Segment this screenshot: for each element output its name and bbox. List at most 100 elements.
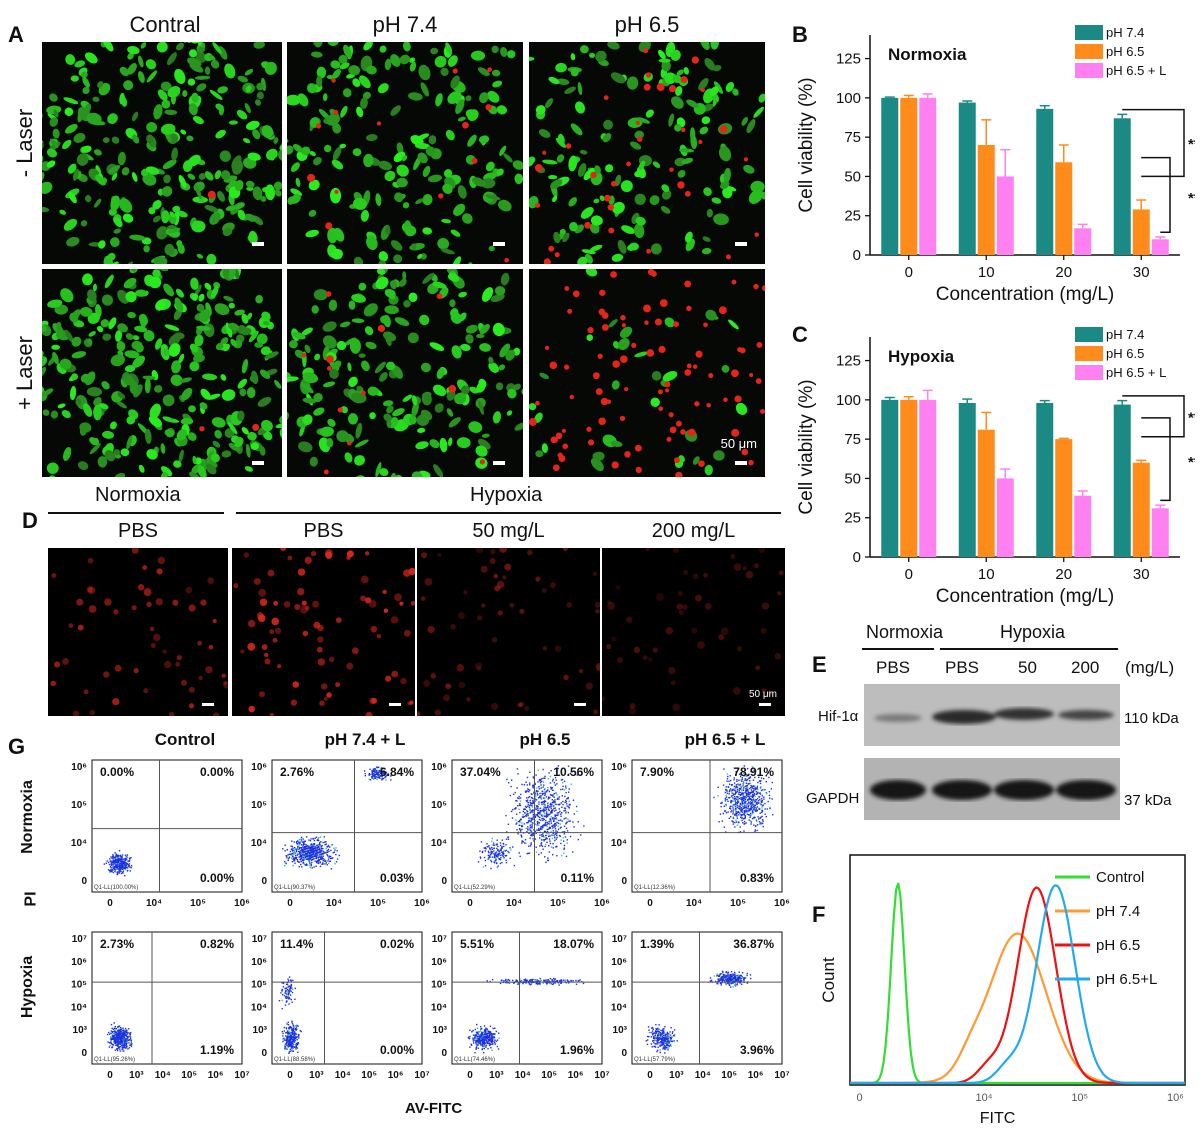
y-tick-label: 0 [81,876,87,887]
flow-plot-hypoxia-1: 2.73% 0.82% 1.19% Q1-LL(95.26%) 0 10³ 10⁴ 10⁵ 10… [71,931,250,1081]
x-tick-label: 0 [857,1092,863,1104]
y-tick-label: 0 [261,876,267,887]
cell-layer [50,548,228,716]
gapdh-band-2 [932,780,992,800]
y-tick-label: 10⁶ [71,957,87,968]
legend-swatch [1075,25,1103,40]
x-tick-label: 10⁵ [541,1070,557,1081]
bar [977,145,995,255]
flow-plot-hypoxia-2: 11.4% 0.02% 0.00% Q1-LL(88.58%) 0 10³ 10⁴ 10⁵ 10… [251,931,430,1081]
panel-e-hypoxia: Hypoxia [1000,622,1066,642]
x-axis-label: FITC [980,1110,1016,1127]
panel-d-col-3: 50 mg/L [472,520,545,542]
x-tick-label: 10⁴ [146,898,162,909]
bar [1132,462,1150,557]
y-tick-label: 10⁴ [431,1002,447,1013]
y-tick-label: 10⁷ [612,934,627,945]
bar [958,403,976,557]
chart-title: Hypoxia [888,347,955,366]
quadrant-lr: 0.11% [561,871,595,885]
x-tick-label: 10⁶ [388,1070,404,1081]
flow-plot-hypoxia-3: 5.51% 18.07% 1.96% Q1-LL(74.46%) 0 10³ 10⁴ 10⁵ 1… [431,931,610,1081]
bar [1151,508,1169,557]
y-tick-label: 10⁵ [251,800,267,811]
bar [977,429,995,557]
x-tick-label: 10⁴ [686,898,702,909]
sig-label-2: ** [1188,190,1195,207]
micrograph-ph65-no-laser [529,42,765,264]
histogram-ph74 [850,932,1185,1085]
quadrant-ur: 0.82% [200,937,234,951]
y-tick-label: 10⁴ [611,1002,627,1013]
plot-frame [91,931,243,1065]
y-tick-label: 0 [441,1048,447,1059]
chart-c-hypoxia: 0 25 50 75 100 125 0 10 20 30 Concentration (mg/L)… [796,327,1195,607]
lane-label-3: 50 [1018,658,1037,677]
x-tick-label: 10⁵ [721,1070,737,1081]
y-tick-label: 10³ [253,1025,268,1036]
x-tick-label: 30 [1133,566,1150,583]
scale-bar [389,703,401,706]
x-tick-label: 10⁶ [748,1070,764,1081]
bar [958,102,976,255]
quadrant-ur: 18.07% [553,937,594,951]
y-tick-label: 0 [81,1048,87,1059]
y-tick-label: 10⁴ [251,1002,267,1013]
y-tick-label: 100 [836,90,861,107]
y-tick-label: 10⁷ [432,934,447,945]
hif-band-3 [994,708,1054,720]
bar [1132,209,1150,255]
gapdh-band-1 [870,780,926,800]
legend-label: pH 6.5 + L [1106,365,1166,380]
y-tick-label: 0 [853,247,861,264]
x-tick-label: 0 [467,1070,473,1081]
fc-col-1: Control [154,730,216,749]
x-tick-label: 10⁴ [506,898,522,909]
x-tick-label: 10⁴ [335,1070,351,1081]
y-tick-label: 10³ [613,1025,628,1036]
x-tick-label: 0 [905,566,913,583]
x-tick-label: 10⁵ [181,1070,197,1081]
y-tick-label: 10⁷ [252,934,267,945]
panel-a-col-control: Contral [129,12,201,37]
cell-layer [417,548,600,716]
flow-cytometry-grid: 0.00% 0.00%0.00%Q1-LL(100.00%)0 10⁴ 10⁵ 10⁶1… [71,759,790,1081]
y-tick-label: 50 [844,470,861,487]
fc-col-4: pH 6.5 + L [684,730,766,749]
x-tick-label: 10⁶ [594,898,610,909]
quadrant-ul: 5.51% [460,937,494,951]
plot-frame [631,759,783,893]
cell-layer [287,269,523,477]
y-tick-label: 10⁴ [611,838,627,849]
panel-e-label: E [812,652,827,677]
x-tick-label: 10⁷ [414,1070,429,1081]
y-tick-label: 50 [844,168,861,185]
y-tick-label: 100 [836,392,861,409]
y-tick-label: 0 [621,1048,627,1059]
bar [996,478,1014,557]
fc-col-3: pH 6.5 [519,730,571,749]
legend-label: pH 7.4 [1106,25,1144,40]
micrograph-ph65-laser: 50 μm [529,269,765,477]
scale-bar [252,242,264,246]
panel-e-normoxia-line [862,648,934,650]
panel-d-col-1: PBS [117,520,159,542]
bar [881,97,899,255]
y-tick-label: 10⁶ [431,957,447,968]
x-tick-label: 10 [978,264,995,281]
x-tick-label: 0 [287,1070,293,1081]
x-tick-label: 10⁶ [414,898,430,909]
quadrant-ur: 10.56% [553,765,594,779]
scale-bar [493,242,505,246]
quadrant-ul: 1.39% [640,937,674,951]
micrograph-control-laser [42,269,282,477]
plot-frame [271,931,423,1065]
y-tick-label: 10⁴ [71,1002,87,1013]
y-tick-label: 10⁶ [431,762,447,773]
cell-layer [529,42,765,264]
legend-label: pH 6.5 [1096,937,1140,954]
quadrant-ll: Q1-LL(57.79%) [634,1057,675,1063]
western-blot [864,684,1120,820]
bar [1074,228,1092,255]
y-tick-label: 10⁴ [431,838,447,849]
